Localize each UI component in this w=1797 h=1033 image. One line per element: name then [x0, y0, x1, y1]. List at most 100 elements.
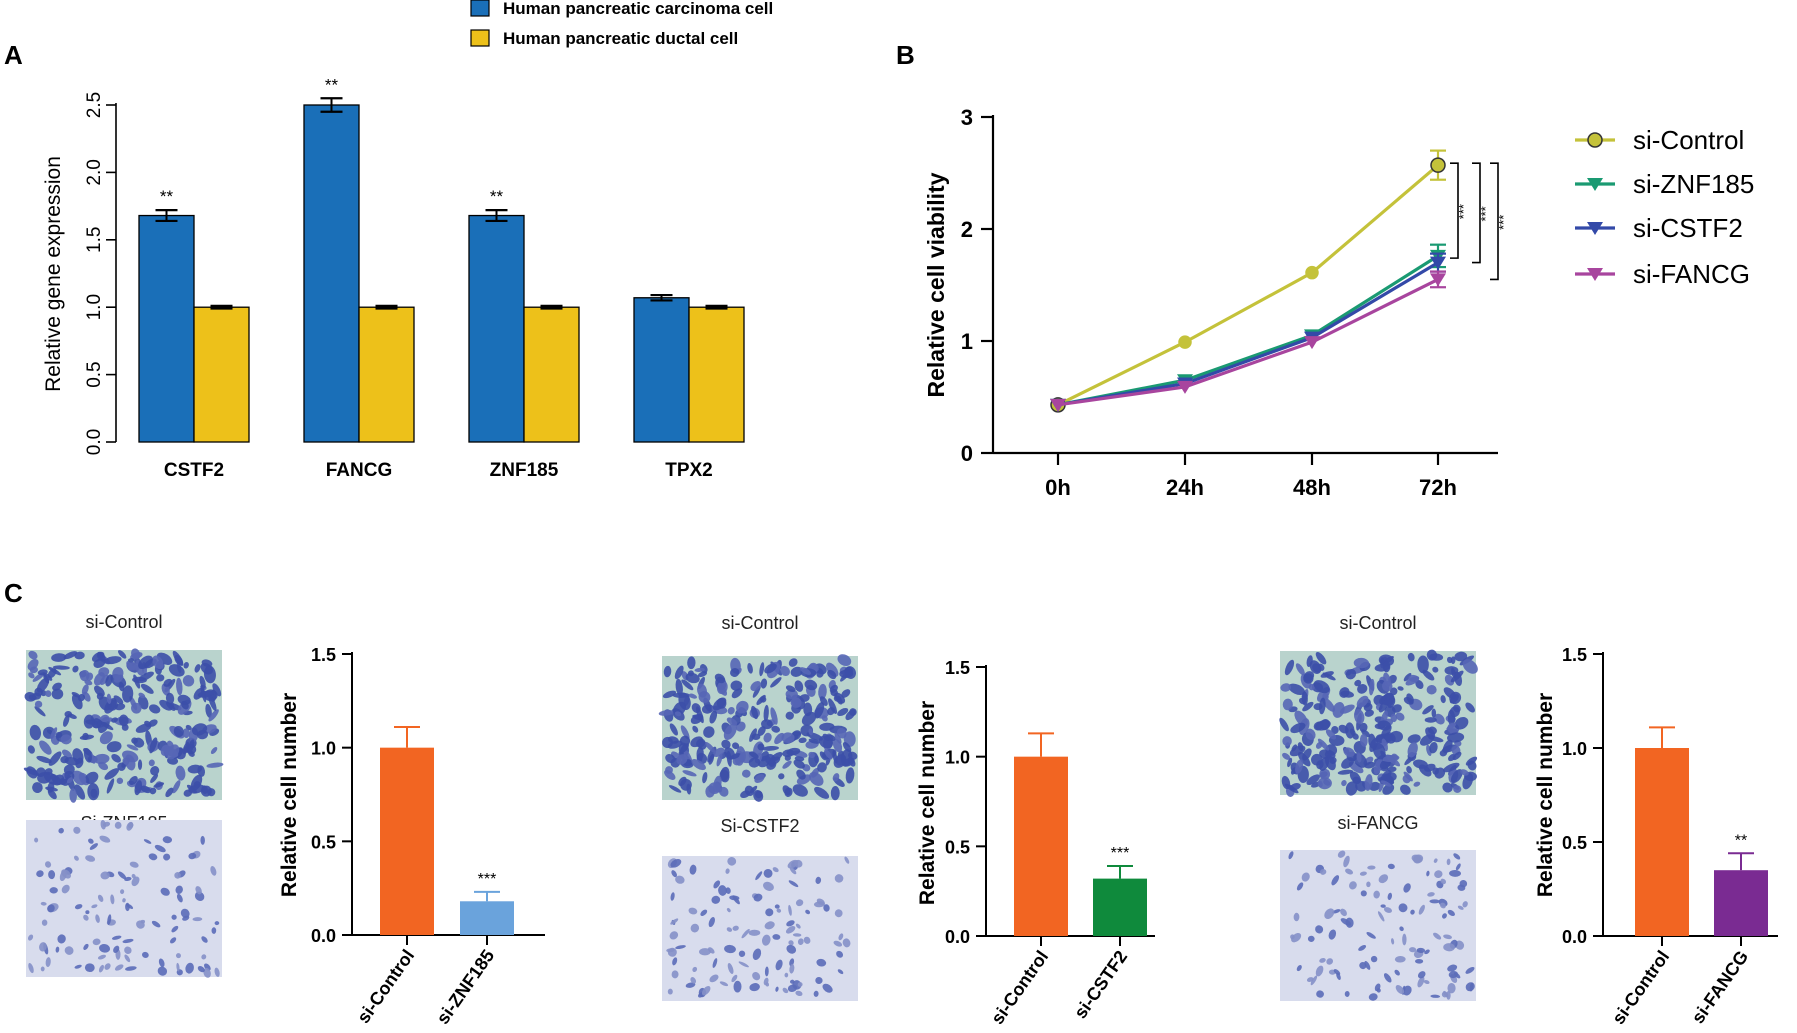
cell-blob [61, 884, 70, 894]
cell-blob [752, 948, 762, 961]
cell-blob [738, 950, 746, 957]
cell-blob [818, 683, 827, 700]
cell-blob [206, 762, 224, 768]
cell-blob [795, 923, 801, 929]
cell-blob [1296, 882, 1304, 891]
x-tick-label-si-Control: si-Control [353, 946, 418, 1027]
cell-blob [726, 717, 738, 726]
cell-blob [808, 738, 820, 744]
cell-blob [719, 786, 729, 797]
cell-blob [786, 747, 801, 756]
cell-blob [666, 948, 675, 953]
cell-blob [716, 680, 728, 695]
cell-blob [1410, 909, 1415, 915]
cell-blob [1453, 785, 1462, 793]
cell-blob [680, 725, 690, 740]
cell-blob [1382, 783, 1395, 795]
cell-blob [143, 839, 152, 844]
cell-blob [116, 777, 124, 785]
cell-blob [126, 744, 139, 751]
cell-blob [97, 894, 104, 902]
cell-blob [672, 957, 678, 966]
cell-blob [81, 684, 89, 695]
micrograph-label-top: si-Control [1339, 613, 1416, 633]
cell-blob [1403, 883, 1411, 893]
panel-label-c: C [4, 578, 23, 608]
cell-blob [1454, 671, 1463, 687]
cell-blob [832, 773, 840, 782]
cell-blob [1315, 925, 1324, 934]
cell-blob [148, 759, 155, 767]
cell-blob [808, 728, 813, 736]
cell-blob [1465, 982, 1475, 992]
cell-blob [1340, 918, 1352, 926]
cell-blob [1397, 686, 1404, 691]
legend-label-si-CSTF2: si-CSTF2 [1633, 213, 1743, 243]
cell-blob [785, 711, 794, 720]
cell-blob [55, 731, 63, 739]
cell-blob [721, 739, 731, 749]
cell-blob [36, 767, 46, 778]
cell-blob [1359, 733, 1368, 747]
cell-blob [84, 771, 99, 784]
y-tick-label: 0.5 [945, 837, 970, 857]
cell-blob [726, 927, 733, 932]
cell-blob [814, 702, 825, 719]
cell-blob [832, 738, 843, 753]
cell-blob [726, 907, 731, 913]
cell-blob [834, 874, 844, 883]
cell-blob [1387, 863, 1395, 870]
cell-blob [112, 666, 124, 680]
cell-blob [197, 729, 209, 740]
bar-CSTF2-0 [138, 214, 195, 443]
cell-blob [702, 771, 708, 784]
cell-blob [1406, 765, 1412, 774]
cell-blob [1355, 780, 1367, 792]
cell-blob [117, 762, 126, 771]
cell-blob [1325, 729, 1337, 740]
cell-blob [163, 853, 171, 861]
bar-TPX2-1 [688, 306, 745, 443]
cell-blob [1434, 870, 1443, 879]
cell-blob [134, 780, 143, 796]
cell-blob [118, 650, 127, 659]
cell-blob [135, 723, 152, 733]
micrograph-image [1280, 850, 1476, 1001]
cell-blob [1447, 732, 1465, 743]
cell-blob [1443, 934, 1452, 940]
cell-blob [801, 711, 817, 726]
cell-blob [685, 982, 696, 988]
cell-blob [1390, 713, 1398, 723]
cell-blob [1354, 679, 1362, 687]
cell-blob [1429, 742, 1438, 754]
x-tick-label-TPX2: TPX2 [665, 460, 713, 481]
cell-blob [122, 898, 126, 903]
cell-blob [1358, 945, 1367, 951]
significance-mark: *** [478, 871, 497, 888]
legend-swatch-ductal [470, 29, 490, 47]
cell-blob [1460, 769, 1469, 776]
y-tick-label: 1.5 [84, 227, 105, 253]
bar-FANCG-0 [303, 104, 360, 443]
chart-a: 0.0 0.5 1.0 1.5 2.0 2.5 ** CSTF2 ** FANCG ** ZNF185… [84, 75, 745, 481]
cell-blob [73, 826, 81, 834]
cell-blob [165, 787, 174, 798]
cell-blob [1391, 753, 1399, 760]
cell-blob [1349, 728, 1356, 736]
cell-blob [1394, 956, 1406, 963]
cell-blob [107, 914, 112, 926]
cell-blob [1301, 691, 1308, 706]
cell-blob [125, 966, 137, 971]
cell-blob [709, 710, 718, 724]
cell-blob [1369, 738, 1378, 753]
micrograph-label-top: si-Control [85, 612, 162, 632]
cell-blob [723, 723, 737, 740]
cell-blob [160, 744, 170, 756]
cell-blob [792, 933, 802, 937]
cell-blob [787, 859, 799, 869]
cell-blob [697, 671, 708, 678]
y-tick-label: 1.0 [945, 748, 970, 768]
cell-blob [784, 972, 789, 978]
cell-blob [1295, 759, 1304, 774]
cell-blob [200, 835, 205, 845]
